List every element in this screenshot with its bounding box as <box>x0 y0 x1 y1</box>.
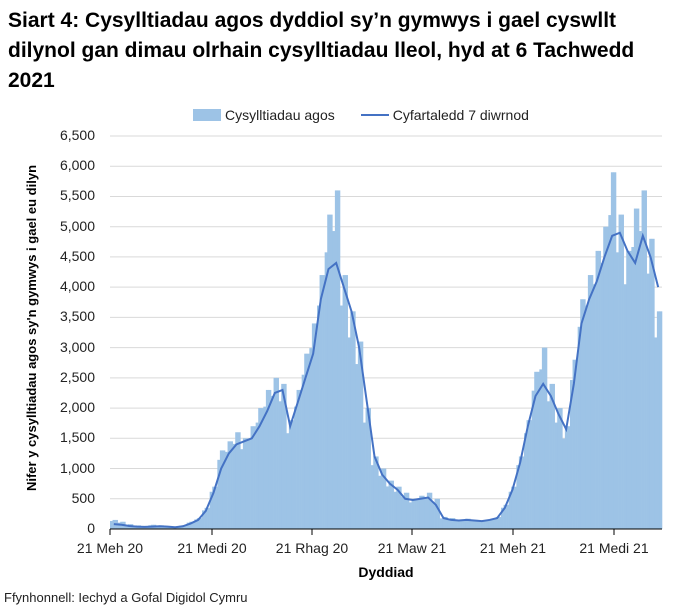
legend-line-label: Cyfartaledd 7 diwrnod <box>392 107 529 123</box>
y-tick-label: 3,000 <box>59 338 95 355</box>
x-tick-label: 21 Maw 21 <box>377 540 447 556</box>
y-tick-label: 0 <box>87 520 95 536</box>
source-note: Ffynhonnell: Iechyd a Gofal Digidol Cymr… <box>4 590 248 605</box>
y-tick-label: 500 <box>71 489 95 506</box>
y-tick-label: 4,500 <box>59 247 95 264</box>
x-tick-label: 21 Medi 21 <box>579 540 649 556</box>
y-tick-label: 5,500 <box>59 187 95 204</box>
x-tick-label: 21 Meh 21 <box>479 540 547 556</box>
y-tick-label: 6,500 <box>59 127 95 143</box>
y-tick-label: 1,000 <box>59 459 95 476</box>
legend: Cysylltiadau agos Cyfartaledd 7 diwrnod <box>193 107 529 123</box>
y-tick-label: 2,500 <box>59 368 95 385</box>
y-tick-label: 4,000 <box>59 278 95 295</box>
y-tick-label: 6,000 <box>59 157 95 174</box>
x-tick-label: 21 Meh 20 <box>76 540 144 556</box>
x-tick-label: 21 Medi 20 <box>177 540 247 556</box>
y-tick-label: 2,000 <box>59 399 95 416</box>
legend-line-swatch <box>360 114 389 116</box>
legend-bar-label: Cysylltiadau agos <box>225 107 335 123</box>
legend-bar-swatch <box>193 109 221 121</box>
y-tick-label: 5,000 <box>59 217 95 234</box>
y-tick-label: 1,500 <box>59 429 95 446</box>
x-axis-label: Dyddiad <box>358 564 414 580</box>
y-tick-label: 3,500 <box>59 308 95 325</box>
x-tick-label: 21 Rhag 20 <box>275 540 349 556</box>
chart-title: Siart 4: Cysylltiadau agos dyddiol sy’n … <box>8 9 635 92</box>
